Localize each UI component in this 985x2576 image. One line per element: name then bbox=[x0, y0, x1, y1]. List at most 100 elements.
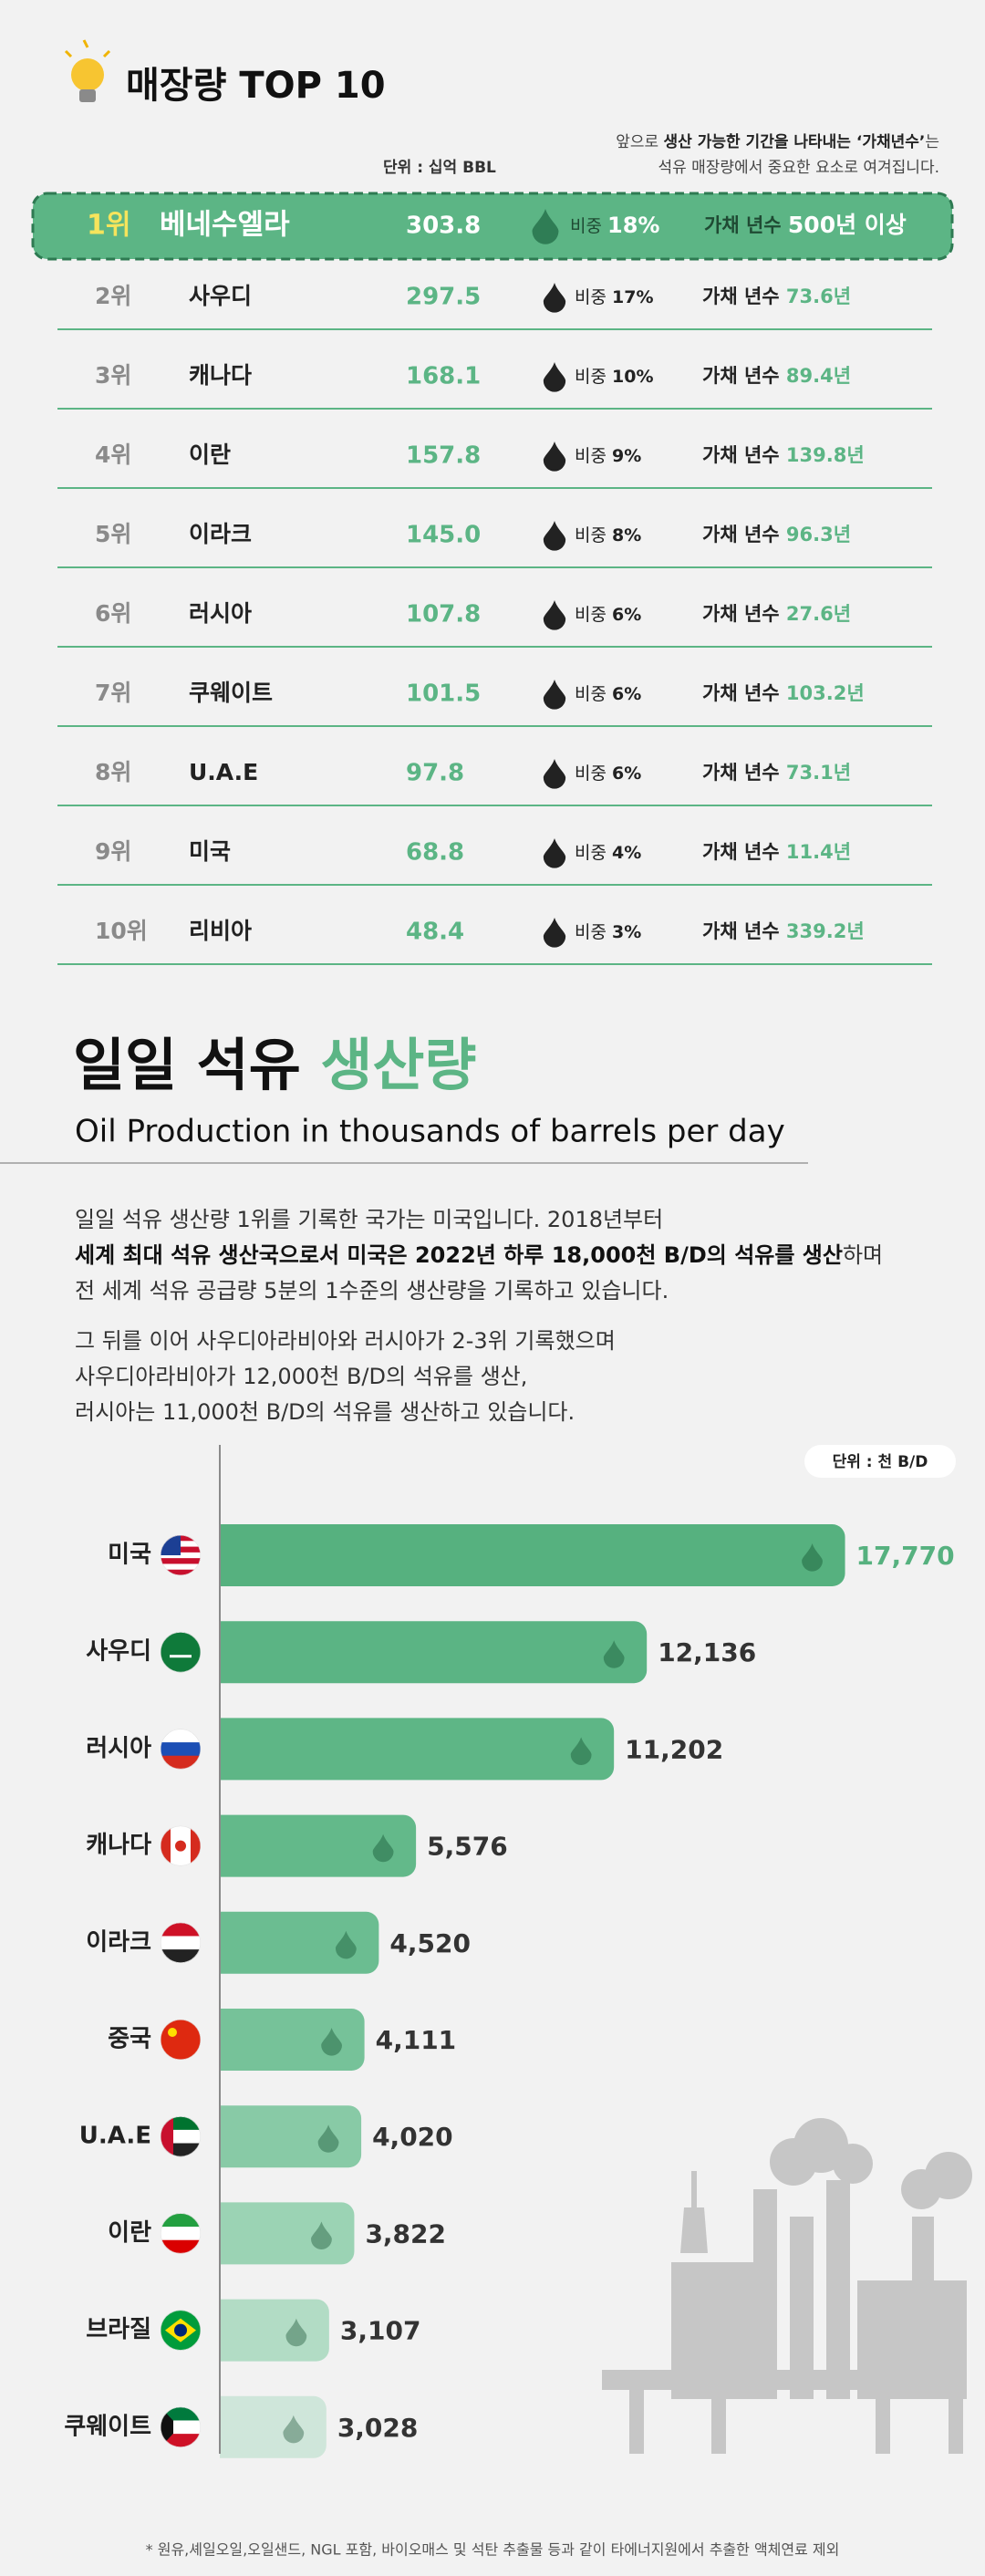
drop-icon bbox=[543, 521, 566, 551]
intro-line: 그 뒤를 이어 사우디아라비아와 러시아가 2-3위 기록했으며 bbox=[75, 1328, 616, 1354]
country: 베네수엘라 bbox=[160, 209, 290, 242]
recoverable-years: 가채 년수 103.2년 bbox=[702, 682, 865, 704]
value-label: 5,576 bbox=[427, 1832, 508, 1862]
intro-line: 전 세계 석유 공급량 5분의 1수준의 생산량을 기록하고 있습니다. bbox=[75, 1278, 669, 1304]
years-label: 가채 년수 bbox=[704, 214, 782, 236]
flag-stripe bbox=[161, 1742, 201, 1757]
reserve-value: 101.5 bbox=[406, 680, 481, 708]
recoverable-years: 가채 년수 96.3년 bbox=[702, 524, 851, 545]
category-label: 사우디 bbox=[86, 1638, 151, 1666]
flag-mark bbox=[161, 2406, 173, 2447]
rank: 7위 bbox=[95, 680, 131, 706]
years-value: 11.4년 bbox=[786, 841, 851, 863]
years-label: 가채 년수 bbox=[702, 762, 780, 784]
country: 이라크 bbox=[189, 521, 252, 547]
drop-icon bbox=[543, 918, 566, 948]
flag-stripe bbox=[161, 2434, 201, 2447]
value-label: 4,020 bbox=[372, 2122, 453, 2152]
drop-icon bbox=[321, 2028, 342, 2056]
drop-icon bbox=[317, 2124, 339, 2153]
drop-icon bbox=[603, 1640, 625, 1668]
share-value: 17% bbox=[612, 287, 653, 307]
reserves-note: 석유 매장량에서 중요한 요소로 여겨집니다. bbox=[658, 159, 939, 177]
country: 사우디 bbox=[189, 283, 252, 309]
reserves-unit: 단위 : 십억 BBL bbox=[383, 159, 496, 177]
rank: 1위 bbox=[87, 210, 130, 242]
drop-icon bbox=[543, 600, 566, 630]
recoverable-years: 가채 년수 73.1년 bbox=[702, 762, 851, 784]
country: 쿠웨이트 bbox=[189, 680, 273, 706]
intro-line: 일일 석유 생산량 1위를 기록한 국가는 미국입니다. 2018년부터 bbox=[75, 1207, 663, 1232]
drop-icon bbox=[543, 362, 566, 392]
share-label: 비중 bbox=[575, 922, 607, 942]
recoverable-years: 가채 년수 11.4년 bbox=[702, 841, 851, 863]
share: 비중 6% bbox=[575, 605, 641, 625]
value-label: 11,202 bbox=[625, 1734, 723, 1764]
country: 미국 bbox=[189, 838, 231, 865]
recoverable-years: 가채 년수 339.2년 bbox=[702, 920, 865, 942]
production-unit: 단위 : 천 B/D bbox=[833, 1453, 928, 1471]
years-value: 27.6년 bbox=[786, 603, 851, 625]
share: 비중 6% bbox=[575, 684, 641, 704]
years-value: 139.8년 bbox=[786, 444, 865, 466]
flag-icon bbox=[161, 2310, 201, 2351]
years-value: 103.2년 bbox=[786, 682, 865, 704]
reserve-value: 68.8 bbox=[406, 839, 464, 867]
note-bold: 생산 가능한 기간을 나타내는 ‘가채년수’ bbox=[664, 133, 926, 151]
years-label: 가채 년수 bbox=[702, 682, 780, 704]
share: 비중 10% bbox=[575, 367, 654, 387]
share-value: 6% bbox=[612, 684, 641, 704]
value-label: 12,136 bbox=[658, 1637, 756, 1667]
drop-icon bbox=[543, 838, 566, 868]
flag-stripe bbox=[161, 1558, 201, 1564]
value-label: 4,520 bbox=[389, 1928, 471, 1958]
reserve-value: 297.5 bbox=[406, 284, 481, 311]
flag-stripe bbox=[161, 2227, 201, 2241]
value-label: 4,111 bbox=[376, 2025, 457, 2055]
bar bbox=[220, 2395, 327, 2458]
intro-line: 러시아는 11,000천 B/D의 석유를 생산하고 있습니다. bbox=[75, 1399, 575, 1425]
value-label: 17,770 bbox=[856, 1541, 955, 1571]
flag-stripe bbox=[161, 2406, 201, 2421]
category-label: 러시아 bbox=[86, 1735, 151, 1762]
category-label: 캐나다 bbox=[86, 1832, 151, 1859]
drop-icon bbox=[311, 2221, 332, 2249]
flag-icon bbox=[161, 2213, 201, 2254]
drop-icon bbox=[532, 209, 559, 244]
intro-text: 하며 bbox=[843, 1242, 883, 1268]
flag-stripe bbox=[161, 1825, 171, 1866]
drop-icon bbox=[543, 441, 566, 472]
flag-icon bbox=[161, 2020, 201, 2060]
years-label: 가채 년수 bbox=[702, 920, 780, 942]
reserve-value: 157.8 bbox=[406, 442, 481, 470]
flag-icon bbox=[161, 1535, 201, 1575]
share: 비중 8% bbox=[575, 525, 641, 545]
reserve-value: 303.8 bbox=[406, 213, 481, 240]
recoverable-years: 가채 년수 500년 이상 bbox=[704, 212, 907, 238]
share-value: 18% bbox=[607, 213, 659, 238]
note-text: 앞으로 bbox=[616, 133, 663, 151]
country: 러시아 bbox=[189, 600, 252, 627]
share-label: 비중 bbox=[570, 216, 602, 236]
share: 비중 3% bbox=[575, 922, 641, 942]
bar bbox=[220, 2009, 365, 2071]
bar bbox=[220, 2299, 329, 2362]
note-text: 는 bbox=[925, 133, 939, 151]
bar bbox=[220, 1621, 648, 1684]
drop-icon bbox=[285, 2318, 307, 2347]
flag-stripe bbox=[161, 1755, 201, 1770]
flag-mark bbox=[168, 2028, 177, 2037]
country: 리비아 bbox=[189, 918, 252, 944]
drop-icon bbox=[372, 1833, 394, 1863]
category-label: 이라크 bbox=[86, 1928, 151, 1956]
flag-stripe bbox=[161, 1729, 201, 1743]
bar bbox=[220, 2202, 355, 2265]
drop-icon bbox=[570, 1737, 592, 1765]
years-value: 73.6년 bbox=[786, 286, 851, 307]
share-value: 8% bbox=[612, 525, 641, 545]
bar bbox=[220, 1911, 379, 1974]
share-label: 비중 bbox=[575, 684, 607, 704]
country: 이란 bbox=[189, 441, 231, 468]
rank: 4위 bbox=[95, 441, 131, 468]
flag-icon bbox=[161, 1632, 201, 1673]
